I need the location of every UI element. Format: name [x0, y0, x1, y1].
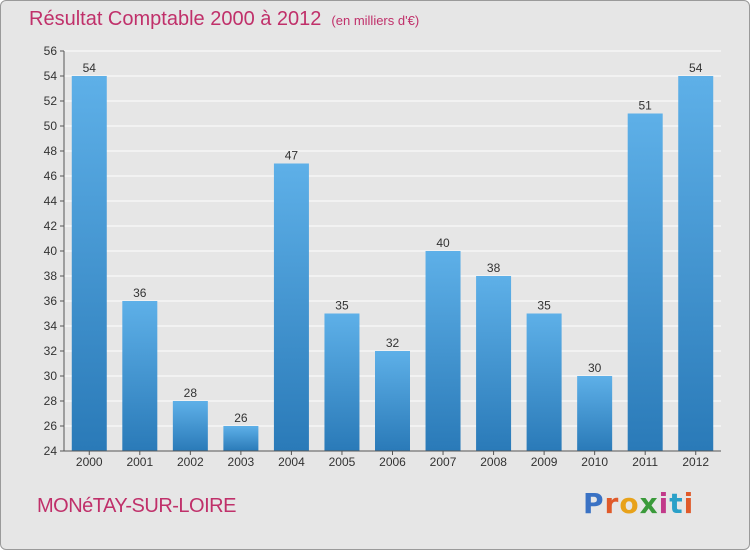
bar-2010 [577, 376, 613, 451]
x-tick-label-2005: 2005 [329, 455, 356, 469]
bar-2001 [122, 301, 158, 451]
bar-2003 [223, 426, 259, 451]
x-tick-label-2007: 2007 [430, 455, 457, 469]
logo-letter: x [639, 487, 659, 520]
y-axis: 24 26 28 30 32 34 36 38 40 42 44 46 48 50 52 54 56 [44, 44, 65, 458]
city-name: MONéTAY-SUR-LOIRE [37, 495, 236, 517]
data-label-2010: 30 [588, 361, 602, 375]
x-axis: 2000 2001 2002 2003 2004 2005 2006 2007 2008 2009… [64, 450, 721, 469]
bar-2006 [375, 351, 410, 451]
bar-2004 [273, 163, 309, 451]
data-label-2007: 40 [436, 236, 450, 250]
bar-2005 [324, 313, 360, 451]
y-tick-label: 32 [44, 344, 58, 358]
y-tick-label: 26 [44, 419, 58, 433]
x-tick-label-2002: 2002 [177, 455, 204, 469]
x-tick-label-2004: 2004 [278, 455, 305, 469]
x-tick-label-2011: 2011 [632, 455, 658, 469]
x-tick-label-2001: 2001 [126, 455, 153, 469]
bar-2009 [526, 313, 562, 451]
logo-letter: i [683, 487, 695, 520]
bar-2002 [172, 401, 208, 451]
y-tick-label: 28 [44, 394, 58, 408]
data-label-2006: 32 [386, 336, 400, 350]
chart-subtitle: (en milliers d'€) [331, 13, 420, 28]
data-label-2005: 35 [335, 299, 349, 313]
proxiti-logo: Proxiti [583, 487, 694, 520]
y-tick-label: 36 [44, 294, 58, 308]
logo-letter: r [604, 487, 620, 520]
x-tick-label-2010: 2010 [581, 455, 608, 469]
bar-2011 [627, 113, 663, 451]
x-tick-label-2006: 2006 [379, 455, 406, 469]
logo-letter: i [658, 487, 670, 520]
y-tick-label: 30 [44, 369, 58, 383]
y-tick-label: 54 [44, 69, 58, 83]
x-tick-label-2012: 2012 [682, 455, 709, 469]
y-tick-label: 40 [44, 244, 58, 258]
y-tick-label: 42 [44, 219, 58, 233]
x-tick-label-2008: 2008 [480, 455, 507, 469]
logo-letter: o [619, 487, 640, 520]
y-tick-label: 56 [44, 44, 58, 58]
x-tick-label-2003: 2003 [228, 455, 255, 469]
bars: 54 36 28 26 47 35 32 40 38 35 30 51 54 [71, 61, 714, 451]
data-label-2001: 36 [133, 286, 147, 300]
data-label-2004: 47 [285, 149, 299, 163]
data-label-2012: 54 [689, 61, 703, 75]
y-tick-label: 52 [44, 94, 58, 108]
y-tick-label: 44 [44, 194, 58, 208]
y-tick-label: 48 [44, 144, 58, 158]
data-label-2003: 26 [234, 411, 248, 425]
y-tick-label: 34 [44, 319, 58, 333]
bar-2000 [71, 76, 107, 451]
logo-letter: P [583, 487, 605, 520]
y-tick-label: 50 [44, 119, 58, 133]
y-tick-label: 46 [44, 169, 58, 183]
data-label-2002: 28 [184, 386, 198, 400]
bar-2008 [476, 276, 512, 451]
data-label-2008: 38 [487, 261, 501, 275]
x-tick-label-2009: 2009 [531, 455, 558, 469]
logo-letter: t [669, 487, 684, 520]
chart-title: Résultat Comptable 2000 à 2012 [29, 8, 322, 30]
data-label-2000: 54 [83, 61, 97, 75]
bar-2012 [678, 76, 714, 451]
x-tick-label-2000: 2000 [76, 455, 103, 469]
data-label-2011: 51 [639, 99, 653, 113]
bar-2007 [425, 251, 461, 451]
data-label-2009: 35 [537, 299, 551, 313]
y-tick-label: 24 [44, 444, 58, 458]
chart-title-block: Résultat Comptable 2000 à 2012 (en millie… [29, 8, 419, 31]
y-tick-label: 38 [44, 269, 58, 283]
